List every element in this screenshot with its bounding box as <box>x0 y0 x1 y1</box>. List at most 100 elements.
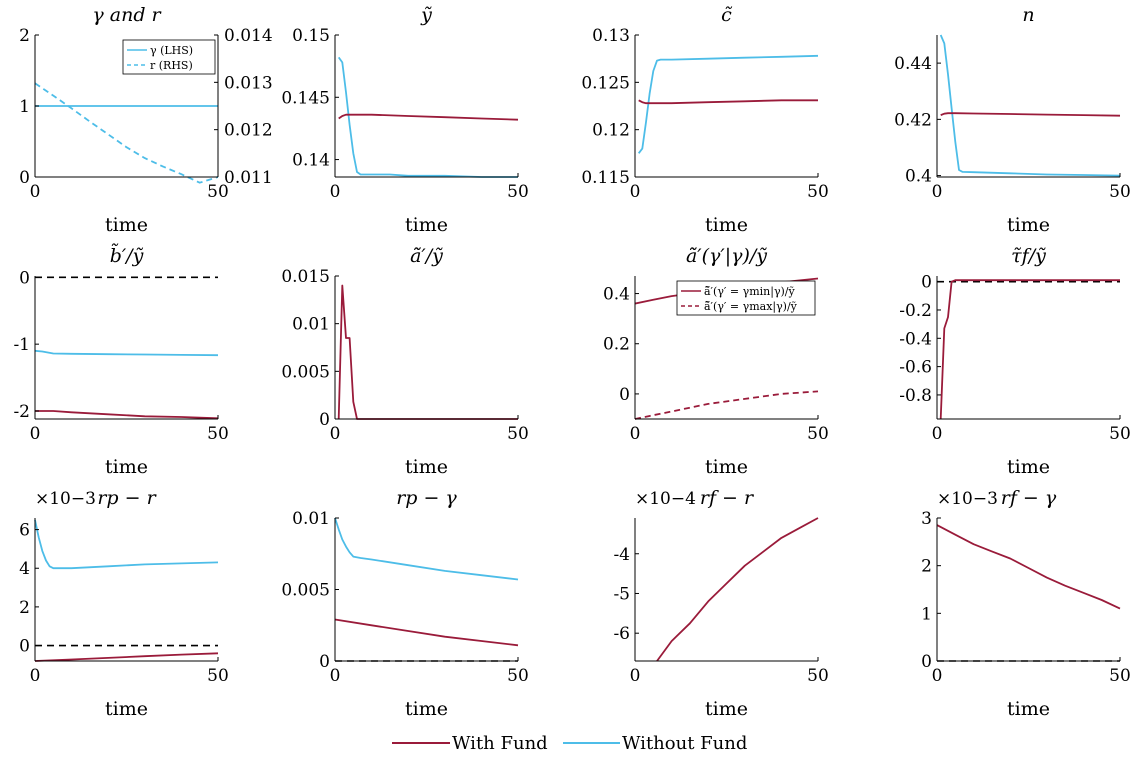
panel-title: n <box>1022 4 1034 26</box>
x-axis-label: time <box>705 214 748 236</box>
y-tick-label: 0.115 <box>581 168 630 188</box>
y-tick-label: 2 <box>19 598 30 618</box>
series-line-without_fund <box>637 54 819 154</box>
series-line-with_fund <box>337 284 518 420</box>
y-tick-label: -0.6 <box>899 358 932 378</box>
x-axis-label: time <box>405 214 448 236</box>
y-tick-label: 0.005 <box>281 362 330 382</box>
x-axis-label: time <box>105 698 148 720</box>
x-axis-label: time <box>405 698 448 720</box>
y-tick-label: 0 <box>319 410 330 430</box>
y-multiplier: ×10−3 <box>937 489 998 509</box>
y-tick-label: 0.005 <box>281 581 330 601</box>
y-right-tick-label: 0.011 <box>224 168 273 188</box>
x-tick-label: 0 <box>30 666 41 686</box>
panel-6: ã̃′/ỹ 0 50 0 0.005 0.01 0.015 time <box>281 245 528 478</box>
x-tick-label: 0 <box>630 666 641 686</box>
panel-title: c̃ <box>721 4 733 26</box>
panel-5: b̃′/ỹ 0 50 -2 -1 0 time <box>13 244 228 478</box>
panel-legend-box <box>122 39 216 75</box>
y-tick-label: 0 <box>19 637 30 657</box>
y-tick-label: -2 <box>13 402 30 422</box>
x-tick-label: 50 <box>507 182 529 202</box>
y-tick-label: 0.2 <box>603 335 630 355</box>
series-line-s1 <box>634 390 819 420</box>
x-tick-label: 0 <box>330 424 341 444</box>
y-tick-label: 0 <box>921 652 932 672</box>
panel-title: γ and r <box>92 4 162 26</box>
panel-legend-label: r (RHS) <box>150 59 193 72</box>
series-line-without_fund <box>334 517 519 581</box>
x-tick-label: 0 <box>630 424 641 444</box>
y-multiplier: ×10−4 <box>635 489 696 509</box>
series-line-with_fund <box>939 279 1120 420</box>
y-tick-label: 0 <box>319 652 330 672</box>
x-tick-label: 50 <box>507 424 529 444</box>
panel-1: γ and r 0 50 0 1 2 0.011 0.012 0.013 0.014 time γ (… <box>19 4 273 236</box>
x-tick-label: 0 <box>932 666 943 686</box>
y-tick-label: -5 <box>613 584 630 604</box>
main-legend: With Fund Without Fund <box>392 733 747 754</box>
panel-legend-label: ã̃′(γ′ = γmin|γ)/ỹ <box>704 285 796 299</box>
panel-legend-label: γ (LHS) <box>150 44 193 57</box>
y-tick-label: 3 <box>921 509 932 529</box>
series-line-without_fund <box>34 519 219 570</box>
x-tick-label: 0 <box>330 666 341 686</box>
y-tick-label: -6 <box>613 624 630 644</box>
series-line-with_fund <box>334 618 519 647</box>
panel-9: rp − r×10−3 0 50 0 2 4 6 time <box>19 487 229 720</box>
series-line-with_fund <box>936 524 1121 610</box>
x-axis-label: time <box>705 698 748 720</box>
x-tick-label: 0 <box>932 182 943 202</box>
y-tick-label: 0.13 <box>592 26 630 46</box>
y-tick-label: 0 <box>19 268 30 288</box>
y-right-tick-label: 0.014 <box>224 26 273 46</box>
y-tick-label: -0.2 <box>899 301 932 321</box>
series-line-with_fund <box>34 652 219 662</box>
x-tick-label: 50 <box>207 424 229 444</box>
series-line-with_fund <box>338 113 519 121</box>
panel-title: b̃′/ỹ <box>110 244 144 267</box>
panel-title: rp − γ <box>396 487 457 509</box>
x-tick-label: 50 <box>807 666 829 686</box>
panel-legend-box <box>676 280 816 316</box>
y-tick-label: 0.01 <box>292 315 330 335</box>
series-line-with_fund <box>638 99 818 105</box>
panel-12: rf − γ×10−3 0 50 0 1 2 3 time <box>921 487 1131 720</box>
x-tick-label: 0 <box>330 182 341 202</box>
y-tick-label: 0.44 <box>894 54 932 74</box>
y-right-tick-label: 0.013 <box>224 73 273 93</box>
x-axis-label: time <box>1007 456 1050 478</box>
panel-7: ã̃′(γ′|γ)/ỹ 0 50 0 0.2 0.4 time ã̃′(γ′ = γmin|γ… <box>603 245 829 478</box>
x-tick-label: 50 <box>507 666 529 686</box>
y-tick-label: 2 <box>921 557 932 577</box>
x-axis-label: time <box>105 456 148 478</box>
y-tick-label: 0.15 <box>292 26 330 46</box>
panel-4: n 0 50 0.4 0.42 0.44 time <box>894 4 1131 236</box>
y-tick-label: 0.015 <box>281 267 330 287</box>
x-tick-label: 50 <box>1109 424 1131 444</box>
y-tick-label: 4 <box>19 559 30 579</box>
x-tick-label: 50 <box>807 182 829 202</box>
panel-title: ã̃′/ỹ <box>410 245 443 267</box>
x-axis-label: time <box>1007 698 1050 720</box>
y-tick-label: 0 <box>19 168 30 188</box>
y-tick-label: 6 <box>19 521 30 541</box>
panel-title: rp − r <box>97 487 157 509</box>
y-tick-label: 0.4 <box>603 285 630 305</box>
x-tick-label: 0 <box>30 424 41 444</box>
x-tick-label: 50 <box>1109 182 1131 202</box>
y-tick-label: -4 <box>613 545 630 565</box>
y-right-tick-label: 0.012 <box>224 121 273 141</box>
y-tick-label: 0.145 <box>281 88 330 108</box>
series-line-without_fund <box>34 349 219 357</box>
y-tick-label: 0.42 <box>894 110 932 130</box>
series-line-with_fund <box>35 410 219 420</box>
y-tick-label: 1 <box>19 97 30 117</box>
series-line-with_fund <box>656 517 819 662</box>
legend-label-with-fund: With Fund <box>452 733 548 754</box>
y-tick-label: 0.01 <box>292 509 330 529</box>
y-tick-label: -0.4 <box>899 329 932 349</box>
legend-label-without-fund: Without Fund <box>622 733 747 754</box>
y-tick-label: -0.8 <box>899 386 932 406</box>
